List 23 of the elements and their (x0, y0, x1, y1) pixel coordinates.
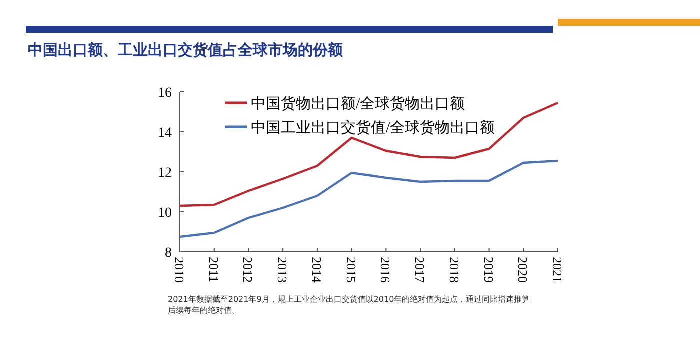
x-tick-label: 2013 (275, 257, 290, 283)
x-tick-label: 2019 (481, 257, 496, 283)
x-tick-label: 2016 (378, 257, 394, 284)
legend-label: 中国货物出口额/全球货物出口额 (251, 95, 466, 112)
line-series (178, 160, 560, 238)
x-tick-label: 2012 (240, 257, 256, 283)
text: 2021年数据截至2021年9月，规上工业企业出口交货值以2010年的绝对值为起点，通过同比增速推算 (168, 295, 530, 304)
y-tick-label: 8 (165, 246, 172, 261)
x-tick-label: 2015 (344, 257, 359, 283)
x-tick-label: 2014 (309, 257, 324, 284)
x-tick-label: 2020 (516, 257, 531, 283)
x-tick-label: 2021 (550, 257, 565, 283)
x-tick-label: 2011 (206, 257, 222, 283)
chart-title: 中国出口额、工业出口交货值占全球市场的份额 (28, 41, 344, 59)
y-tick-label: 12 (158, 166, 172, 181)
y-tick-label: 16 (158, 86, 172, 101)
x-tick-label: 2017 (412, 257, 428, 284)
x-tick-label: 2018 (446, 257, 462, 283)
legend-label: 中国工业出口交货值/全球货物出口额 (251, 119, 496, 136)
text: 后续每年的绝对值。 (168, 306, 240, 315)
x-tick-label: 2010 (172, 257, 187, 283)
y-tick-label: 14 (158, 126, 172, 141)
y-tick-label: 10 (158, 206, 172, 221)
